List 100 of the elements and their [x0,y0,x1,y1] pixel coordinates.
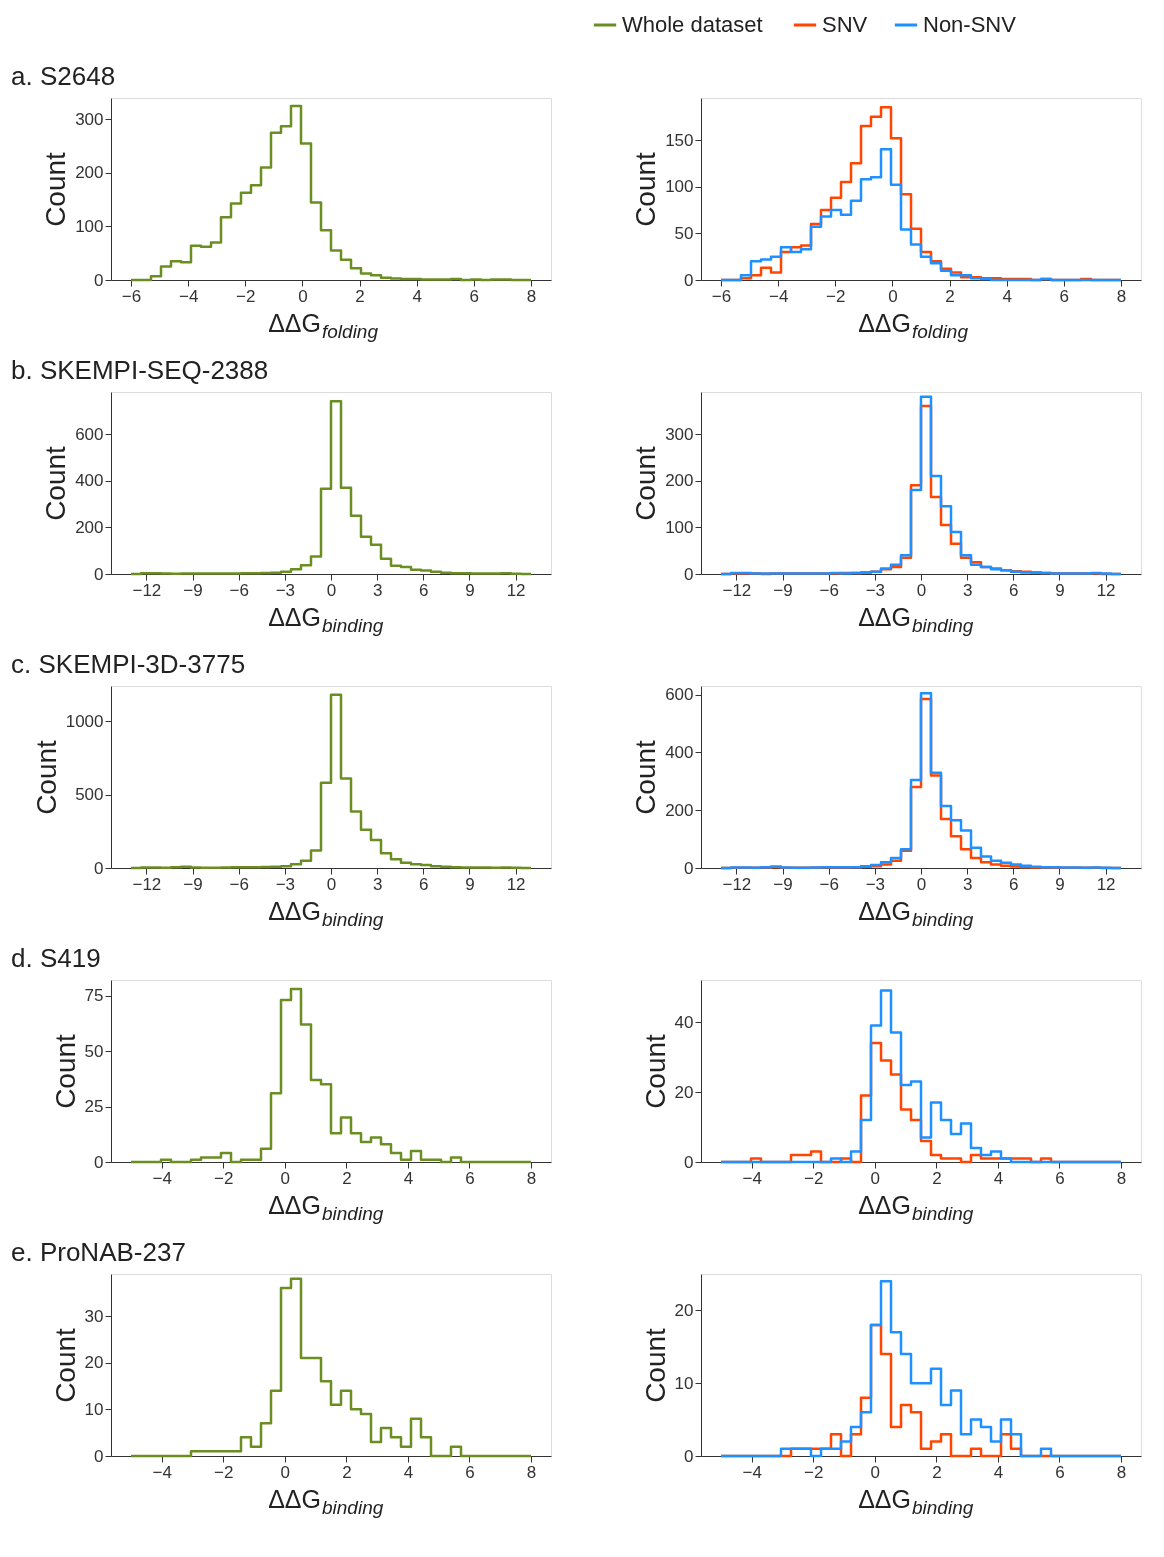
y-tick-label: 10 [84,1399,104,1419]
x-tick-label: −4 [742,1462,762,1482]
x-tick-label: 6 [465,1168,475,1188]
x-tick-label: −2 [804,1168,824,1188]
x-tick-label: 0 [280,1168,291,1188]
y-tick-label: 400 [665,742,694,762]
x-tick-label: 9 [465,580,475,600]
x-tick-label: −2 [826,286,846,306]
y-tick-label: 50 [84,1041,104,1061]
x-tick-label: 8 [526,286,537,306]
y-tick-label: 25 [84,1097,104,1117]
chart-title: a. S2648 [11,61,116,91]
x-tick-label: −4 [178,286,199,306]
y-tick-label: 1000 [65,711,104,731]
x-tick-label: −3 [865,874,886,894]
x-tick-label: 2 [342,1462,352,1482]
y-tick-label: 400 [75,471,104,491]
x-tick-label: −12 [132,580,162,600]
x-tick-label: 9 [1055,874,1065,894]
x-tick-label: 8 [1116,1462,1127,1482]
y-tick-label: 0 [684,858,694,878]
x-tick-label: 12 [1096,580,1116,600]
y-tick-label: 600 [75,424,104,444]
legend-label: Whole dataset [622,12,763,37]
y-axis-title: Count [630,151,662,227]
x-tick-label: 0 [870,1168,881,1188]
x-tick-label: −4 [152,1168,172,1188]
x-tick-label: 6 [1009,874,1019,894]
x-tick-label: 2 [945,286,955,306]
x-tick-label: −9 [773,580,793,600]
y-axis-title: Count [49,1033,81,1109]
x-tick-label: 8 [1116,286,1127,306]
y-tick-label: 100 [665,517,694,537]
x-tick-label: 4 [1002,286,1012,306]
y-tick-label: 300 [665,424,694,444]
x-tick-label: −12 [722,580,752,600]
y-axis-title: Count [630,739,662,815]
y-tick-label: 20 [84,1353,104,1373]
x-tick-label: 2 [932,1168,942,1188]
y-tick-label: 0 [94,270,104,290]
x-tick-label: −9 [183,874,203,894]
chart-title: b. SKEMPI-SEQ-2388 [11,355,269,385]
y-tick-label: 30 [84,1306,104,1326]
y-axis-title: Count [639,1327,671,1403]
chart-title: c. SKEMPI-3D-3775 [11,649,246,679]
x-tick-label: 2 [355,286,365,306]
y-tick-label: 150 [665,130,694,150]
y-axis-title: Count [40,445,72,521]
y-tick-label: 500 [75,785,104,805]
y-tick-label: 0 [684,270,694,290]
x-tick-label: −3 [865,580,886,600]
x-tick-label: 0 [916,874,927,894]
x-tick-label: 0 [870,1462,881,1482]
x-tick-label: −2 [214,1168,234,1188]
x-tick-label: 8 [526,1168,537,1188]
y-tick-label: 200 [665,800,694,820]
x-tick-label: 3 [962,580,973,600]
y-tick-label: 600 [665,685,694,705]
x-tick-label: −3 [275,580,296,600]
y-tick-label: 200 [75,163,104,183]
x-tick-label: −2 [214,1462,234,1482]
y-tick-label: 200 [75,517,104,537]
y-tick-label: 75 [84,986,104,1006]
y-tick-label: 50 [674,223,694,243]
x-tick-label: 12 [1096,874,1116,894]
x-tick-label: −6 [711,286,732,306]
y-tick-label: 10 [674,1373,694,1393]
y-tick-label: 0 [94,564,104,584]
x-tick-label: 3 [962,874,973,894]
y-tick-label: 100 [665,177,694,197]
x-tick-label: 9 [465,874,475,894]
x-tick-label: −3 [275,874,296,894]
x-tick-label: 6 [419,580,429,600]
y-tick-label: 0 [94,1152,104,1172]
x-tick-label: −6 [819,580,839,600]
y-tick-label: 200 [665,471,694,491]
y-tick-label: 0 [684,1446,694,1466]
y-tick-label: 20 [674,1082,694,1102]
y-axis-title: Count [639,1033,671,1109]
legend-label: SNV [822,12,868,37]
x-tick-label: 4 [993,1168,1004,1188]
x-tick-label: 0 [326,874,337,894]
x-tick-label: 0 [280,1462,291,1482]
x-tick-label: 6 [469,286,480,306]
x-tick-label: 6 [465,1462,475,1482]
x-tick-label: 3 [372,874,383,894]
x-tick-label: −9 [183,580,203,600]
y-tick-label: 40 [674,1012,694,1032]
x-tick-label: 4 [993,1462,1004,1482]
x-tick-label: −4 [768,286,789,306]
x-tick-label: −4 [152,1462,172,1482]
x-tick-label: 4 [412,286,422,306]
x-tick-label: 6 [419,874,429,894]
x-tick-label: 0 [298,286,308,306]
chart-title: e. ProNAB-237 [11,1237,186,1267]
x-tick-label: −6 [229,874,249,894]
x-tick-label: 6 [1055,1462,1065,1482]
chart-title: d. S419 [11,943,101,973]
x-tick-label: 2 [932,1462,942,1482]
x-tick-label: −4 [742,1168,762,1188]
